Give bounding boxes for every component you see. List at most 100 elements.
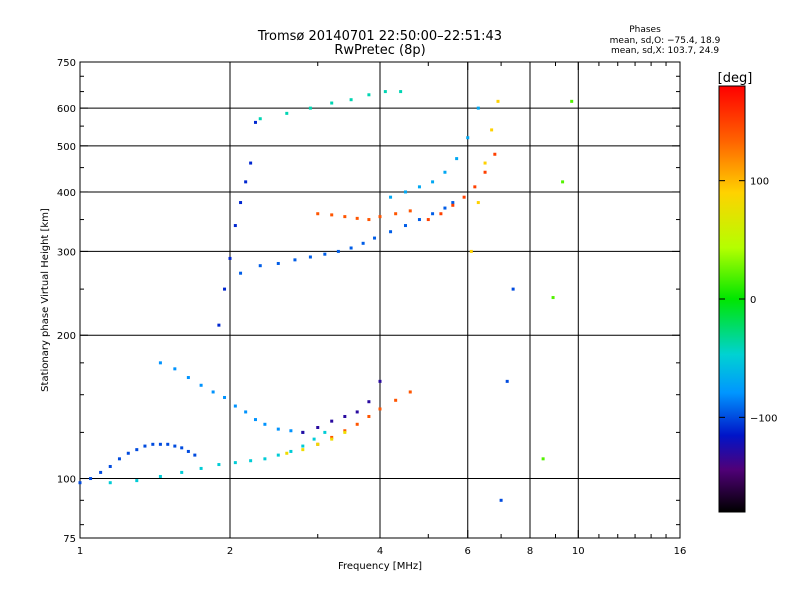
data-point xyxy=(289,429,293,433)
data-point xyxy=(285,451,289,455)
data-point xyxy=(193,453,197,457)
data-point xyxy=(378,379,382,383)
y-tick-label: 600 xyxy=(57,104,76,115)
data-point xyxy=(349,246,353,250)
y-tick-label: 400 xyxy=(57,188,76,199)
data-point xyxy=(239,201,243,205)
x-axis-ticks: 1 2 4 6 8 10 16 xyxy=(77,62,686,557)
data-point xyxy=(217,323,221,327)
data-point xyxy=(301,444,305,448)
data-point xyxy=(394,398,398,402)
data-point xyxy=(355,410,359,414)
data-point xyxy=(276,453,280,457)
data-point xyxy=(258,117,262,121)
data-point xyxy=(439,212,443,216)
data-point xyxy=(323,252,327,256)
data-point xyxy=(166,442,170,446)
y-tick-label: 750 xyxy=(57,58,76,69)
data-point xyxy=(330,435,334,439)
y-tick-label: 500 xyxy=(57,142,76,153)
data-point xyxy=(505,379,509,383)
data-point xyxy=(367,218,371,222)
data-point xyxy=(378,407,382,411)
data-point xyxy=(323,430,327,434)
data-point xyxy=(228,256,232,260)
data-point xyxy=(431,180,435,184)
data-point xyxy=(455,157,459,161)
data-point xyxy=(367,93,371,97)
x-tick-label: 6 xyxy=(465,546,471,557)
data-point xyxy=(451,201,455,205)
data-point xyxy=(466,136,470,140)
data-point xyxy=(135,479,139,483)
data-point xyxy=(361,241,365,245)
data-point xyxy=(408,390,412,394)
data-point xyxy=(389,195,393,199)
colorbar-tick-label: 100 xyxy=(750,177,769,188)
data-point xyxy=(473,185,477,189)
data-point xyxy=(399,90,403,94)
data-point xyxy=(469,249,473,253)
data-point xyxy=(551,296,555,300)
data-point xyxy=(316,212,320,216)
data-point xyxy=(378,215,382,219)
grid-lines xyxy=(80,62,680,538)
data-point xyxy=(199,466,203,470)
data-point xyxy=(443,206,447,210)
data-point xyxy=(239,271,243,275)
data-point xyxy=(483,170,487,174)
data-point xyxy=(223,395,227,399)
data-point xyxy=(135,448,139,452)
data-point xyxy=(570,99,574,103)
data-point xyxy=(330,213,334,217)
data-point xyxy=(173,367,177,371)
data-point xyxy=(253,120,257,124)
data-point xyxy=(249,161,253,165)
chart-subtitle: RwPretec (8p) xyxy=(334,43,425,58)
data-point xyxy=(451,203,455,207)
data-point xyxy=(403,190,407,194)
chart-title: Tromsø 20140701 22:50:00–22:51:43 xyxy=(257,29,502,44)
data-point xyxy=(541,457,545,461)
data-point xyxy=(330,419,334,423)
x-tick-label: 2 xyxy=(227,546,233,557)
data-point xyxy=(561,180,565,184)
data-point xyxy=(355,216,359,220)
data-point xyxy=(301,448,305,452)
data-point xyxy=(263,457,267,461)
data-point xyxy=(108,481,112,485)
data-point xyxy=(312,437,316,441)
data-point xyxy=(431,212,435,216)
data-point xyxy=(394,212,398,216)
data-point xyxy=(426,218,430,222)
data-point xyxy=(263,422,267,426)
data-point xyxy=(403,224,407,228)
y-axis-label: Stationary phase Virtual Height [km] xyxy=(40,208,51,392)
data-point xyxy=(483,161,487,165)
data-point xyxy=(223,287,227,291)
data-point xyxy=(383,90,387,94)
data-point xyxy=(367,400,371,404)
data-point xyxy=(408,209,412,213)
data-point xyxy=(244,410,248,414)
colorbar-ticks: 100 0 −100 xyxy=(719,177,777,424)
y-tick-label: 300 xyxy=(57,247,76,258)
data-point xyxy=(496,99,500,103)
data-point xyxy=(417,218,421,222)
data-point xyxy=(186,376,190,380)
data-point xyxy=(443,170,447,174)
data-point xyxy=(476,201,480,205)
data-point xyxy=(99,470,103,474)
phase-info-title: Phases xyxy=(629,25,661,35)
data-point xyxy=(367,414,371,418)
data-point xyxy=(173,444,177,448)
data-point xyxy=(343,429,347,433)
data-point xyxy=(143,444,147,448)
data-point xyxy=(276,427,280,431)
x-tick-label: 4 xyxy=(377,546,383,557)
data-point xyxy=(308,255,312,259)
data-point xyxy=(78,481,82,485)
data-point xyxy=(158,361,162,365)
data-point xyxy=(308,106,312,110)
y-axis-ticks: 75 100 200 300 400 500 600 750 xyxy=(57,58,680,545)
